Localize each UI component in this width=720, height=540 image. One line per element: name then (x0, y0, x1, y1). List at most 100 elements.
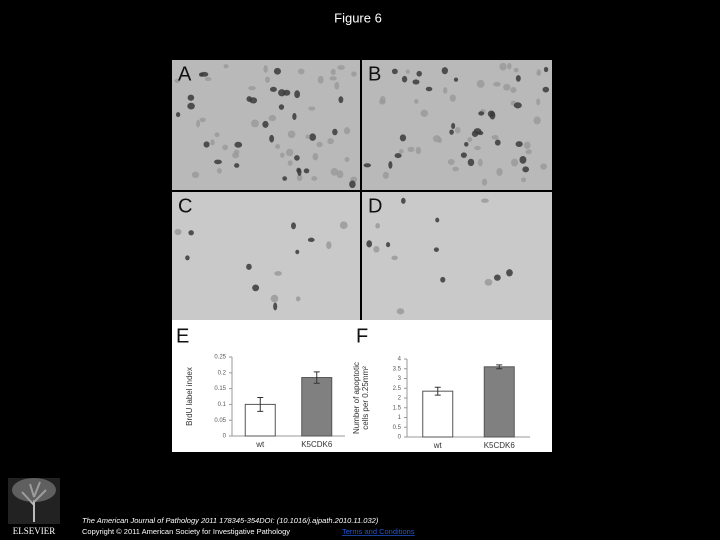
cell-nucleus (511, 158, 519, 167)
cell-nucleus (477, 131, 484, 136)
cell-nucleus (373, 245, 380, 253)
cell-nucleus (515, 75, 521, 82)
cell-nucleus (349, 180, 356, 189)
cell-nucleus (464, 141, 469, 147)
x-tick-label: K5CDK6 (484, 441, 516, 450)
cell-nucleus (407, 146, 415, 152)
cell-nucleus (265, 76, 270, 83)
cell-nucleus (441, 67, 448, 75)
cell-nucleus (216, 168, 222, 174)
cell-nucleus (269, 86, 277, 92)
cell-nucleus (536, 71, 542, 76)
cell-nucleus (491, 135, 499, 140)
cell-nucleus (187, 94, 195, 101)
cell-nucleus (489, 111, 496, 120)
error-bar (257, 396, 264, 412)
cell-nucleus (270, 294, 279, 303)
cell-nucleus (327, 138, 334, 145)
cell-nucleus (268, 115, 277, 122)
cell-nucleus (317, 75, 324, 84)
cell-nucleus (385, 242, 391, 248)
cell-nucleus (476, 79, 485, 88)
y-tick-label: 0 (223, 434, 227, 440)
cell-nucleus (287, 160, 293, 166)
cell-nucleus (363, 163, 372, 168)
cell-nucleus (296, 167, 301, 173)
cell-nucleus (329, 76, 337, 81)
y-tick-label: 3 (398, 376, 402, 382)
terms-link[interactable]: Terms and Conditions (342, 527, 415, 536)
cell-nucleus (287, 130, 296, 139)
error-bar (496, 364, 503, 370)
cell-nucleus (278, 89, 286, 97)
cell-nucleus (263, 65, 268, 73)
bar (422, 390, 454, 438)
cell-nucleus (510, 86, 517, 93)
y-axis-label: cells per 0.25mm² (361, 366, 370, 430)
cell-nucleus (280, 152, 285, 158)
y-tick-label: 0.1 (218, 402, 227, 408)
cell-nucleus (199, 117, 206, 123)
cell-nucleus (449, 129, 454, 135)
cell-nucleus (248, 86, 256, 91)
cell-nucleus (515, 141, 523, 147)
cell-nucleus (391, 255, 398, 261)
cell-nucleus (396, 308, 405, 315)
cell-nucleus (252, 284, 260, 292)
cell-nucleus (223, 64, 229, 69)
cell-nucleus (523, 141, 531, 150)
cell-nucleus (222, 144, 229, 151)
figure-title: Figure 6 (334, 10, 382, 25)
cell-nucleus (203, 141, 210, 148)
bar (301, 377, 333, 437)
cell-nucleus (273, 67, 282, 75)
cell-nucleus (519, 156, 527, 164)
y-tick-label: 0.25 (214, 355, 226, 361)
cell-nucleus (308, 106, 316, 111)
y-tick-label: 0.5 (393, 425, 402, 431)
cell-nucleus (338, 96, 344, 104)
micrograph (172, 192, 360, 320)
cell-nucleus (416, 70, 422, 77)
cell-nucleus (533, 116, 541, 125)
cell-nucleus (481, 198, 489, 203)
cell-nucleus (425, 86, 433, 92)
cell-nucleus (330, 168, 339, 176)
cell-nucleus (401, 75, 408, 83)
panel-label: A (178, 63, 192, 85)
cell-nucleus (291, 222, 296, 230)
cell-nucleus (451, 122, 456, 130)
cell-nucleus (513, 102, 522, 109)
cell-nucleus (447, 158, 455, 166)
cell-nucleus (398, 149, 404, 154)
cell-nucleus (339, 221, 348, 230)
cell-nucleus (185, 255, 190, 261)
cell-nucleus (496, 167, 503, 176)
cell-nucleus (309, 133, 317, 141)
cell-nucleus (412, 79, 420, 85)
cell-nucleus (506, 269, 513, 277)
cell-nucleus (453, 77, 459, 82)
cell-nucleus (278, 104, 285, 110)
cell-nucleus (542, 86, 550, 93)
y-axis-label: Number of apoptotic (352, 362, 361, 434)
cell-nucleus (311, 176, 318, 181)
cell-nucleus (337, 65, 345, 70)
cell-nucleus (294, 90, 301, 99)
cell-nucleus (499, 62, 507, 71)
cell-nucleus (454, 126, 461, 134)
cell-nucleus (493, 274, 501, 281)
cell-nucleus (536, 98, 541, 106)
panel-label: D (368, 195, 382, 217)
cell-nucleus (187, 102, 195, 110)
y-tick-label: 2 (398, 396, 402, 402)
cell-nucleus (401, 197, 406, 204)
cell-nucleus (507, 62, 512, 70)
y-tick-label: 3.5 (393, 366, 402, 372)
cell-nucleus (522, 166, 530, 173)
cell-nucleus (285, 148, 294, 157)
citation: The American Journal of Pathology 2011 1… (82, 516, 379, 525)
cell-nucleus (471, 130, 479, 137)
cell-nucleus (351, 71, 357, 77)
y-axis-label: BrdU label index (185, 367, 194, 426)
